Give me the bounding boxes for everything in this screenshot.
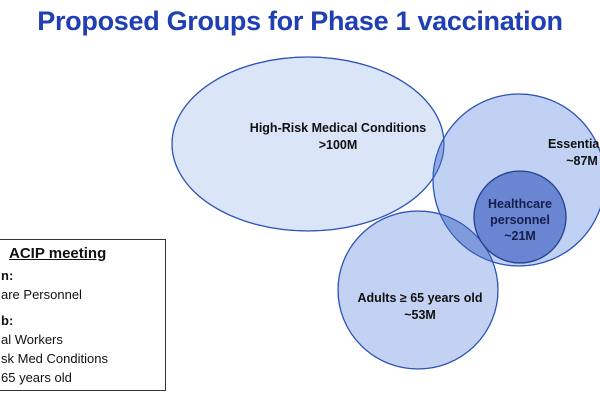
high-risk-name: High-Risk Medical Conditions bbox=[249, 121, 427, 135]
adults-65-name: Adults ≥ 65 years old bbox=[357, 291, 483, 305]
acip-info-box: ACIP meeting n: are Personnel b: al Work… bbox=[0, 239, 166, 391]
healthcare-personnel-circle bbox=[473, 170, 567, 264]
healthcare-personnel-name-2: personnel bbox=[490, 213, 550, 227]
high-risk-label: High-Risk Medical Conditions >100M bbox=[238, 120, 438, 154]
healthcare-personnel-name-1: Healthcare bbox=[488, 197, 552, 211]
acip-line-1: n: bbox=[1, 268, 14, 283]
slide-title: Proposed Groups for Phase 1 vaccination bbox=[37, 6, 563, 36]
acip-line-6: 65 years old bbox=[1, 370, 72, 385]
acip-line-3: b: bbox=[1, 313, 14, 328]
essential-workers-label: Essential w ~87M bbox=[532, 136, 600, 170]
acip-box-title: ACIP meeting bbox=[9, 245, 107, 262]
high-risk-count: >100M bbox=[318, 138, 358, 152]
healthcare-personnel-count: ~21M bbox=[504, 229, 536, 243]
essential-workers-count: ~87M bbox=[566, 154, 598, 168]
acip-line-4: al Workers bbox=[1, 332, 63, 347]
adults-65-count: ~53M bbox=[404, 308, 436, 322]
essential-workers-name: Essential w bbox=[547, 137, 600, 151]
adults-65-label: Adults ≥ 65 years old ~53M bbox=[350, 290, 490, 324]
acip-line-2: are Personnel bbox=[1, 287, 82, 302]
acip-line-5: sk Med Conditions bbox=[1, 351, 108, 366]
healthcare-personnel-label: Healthcare personnel ~21M bbox=[480, 196, 560, 244]
